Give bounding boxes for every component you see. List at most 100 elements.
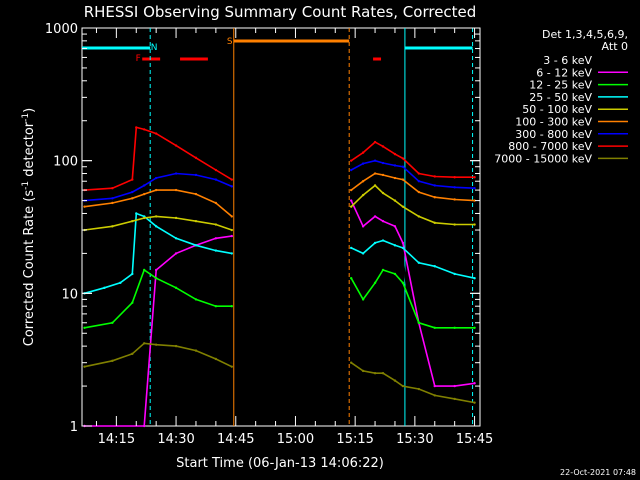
legend-entry-label: 800 - 7000 keV — [508, 140, 592, 153]
series-point — [111, 359, 114, 363]
y-tick-label: 10 — [61, 287, 78, 302]
generation-timestamp: 22-Oct-2021 07:48 — [560, 468, 636, 477]
series-50-100keV — [83, 184, 476, 232]
series-point — [381, 239, 385, 242]
series-point — [417, 180, 421, 183]
series-point — [214, 237, 218, 240]
series-point — [373, 281, 377, 285]
series-point — [230, 185, 233, 188]
y-axis-label-mid: detector — [22, 121, 37, 181]
series-point — [194, 244, 198, 247]
y-axis-label: Corrected Count Rate (s-1 detector-1) — [21, 108, 37, 346]
series-point — [194, 349, 198, 352]
series-point — [214, 178, 218, 181]
series-point — [230, 178, 233, 181]
series-point — [373, 184, 377, 187]
series-point — [417, 387, 421, 391]
series-point — [174, 252, 178, 255]
series-point — [194, 192, 198, 196]
series-point — [194, 156, 198, 160]
series-point — [131, 197, 134, 200]
flag-letter-n: N — [151, 43, 158, 53]
series-point — [143, 342, 146, 345]
series-point — [453, 223, 456, 226]
legend-entry-label: 12 - 25 keV — [529, 79, 592, 92]
series-point — [214, 223, 218, 226]
series-line — [350, 159, 475, 189]
series-point — [453, 272, 456, 276]
series-line — [350, 172, 475, 202]
series-point — [214, 357, 218, 361]
series-point — [174, 188, 178, 192]
series-point — [154, 132, 158, 135]
legend-header-detectors: Det 1,3,4,5,6,9, — [542, 28, 628, 41]
series-point — [381, 191, 385, 195]
series-point — [453, 326, 456, 329]
series-point — [361, 193, 365, 197]
series-point — [453, 176, 456, 179]
legend-entry-label: 100 - 300 keV — [515, 116, 592, 129]
series-point — [154, 215, 158, 218]
y-axis-label-end: ) — [22, 108, 37, 113]
series-point — [473, 277, 476, 280]
series-point — [393, 199, 397, 202]
y-tick-label: 1 — [70, 420, 78, 435]
flag-letter-f: F — [136, 54, 141, 64]
x-axis-label: Start Time (06-Jan-13 14:06:22) — [176, 456, 384, 471]
series-point — [103, 286, 106, 290]
series-point — [349, 188, 353, 192]
series-point — [111, 201, 114, 205]
series-point — [135, 126, 138, 129]
series-point — [83, 205, 86, 208]
series-point — [417, 172, 421, 175]
y-axis-label-sup1: -1 — [21, 181, 31, 190]
legend-entry-label: 300 - 800 keV — [515, 128, 592, 141]
series-point — [214, 304, 218, 308]
series-point — [349, 277, 353, 280]
series-point — [230, 252, 233, 255]
series-point — [194, 298, 198, 301]
series-point — [361, 369, 365, 373]
series-point — [373, 215, 377, 218]
series-point — [174, 237, 178, 240]
axis-layer: 1 10 100 1000 14:15 14:30 14:45 15:00 15:15 15:30… — [45, 22, 493, 447]
x-tick-label: 15:00 — [277, 432, 314, 447]
series-point — [174, 286, 178, 290]
series-point — [361, 162, 365, 165]
legend-entry-label: 3 - 6 keV — [543, 54, 592, 67]
series-point — [349, 199, 353, 202]
series-point — [401, 241, 405, 245]
series-point — [401, 205, 405, 208]
series-point — [111, 225, 114, 228]
series-point — [111, 187, 114, 190]
series-point — [361, 225, 365, 228]
plot-frame — [81, 27, 481, 427]
series-point — [417, 261, 421, 264]
series-point — [393, 225, 397, 228]
series-point — [174, 344, 178, 348]
series-line — [350, 362, 475, 404]
series-point — [361, 252, 365, 255]
series-point — [473, 382, 476, 385]
series-100-300keV — [83, 172, 476, 218]
series-point — [401, 384, 405, 388]
series-point — [373, 241, 377, 245]
series-point — [401, 178, 405, 181]
series-point — [349, 205, 353, 208]
series-point — [154, 277, 158, 280]
series-point — [401, 258, 405, 261]
series-point — [154, 225, 158, 228]
series-point — [131, 178, 134, 181]
series-point — [473, 223, 476, 226]
series-point — [381, 219, 385, 223]
series-point — [230, 215, 233, 218]
series-point — [453, 198, 456, 201]
series-point — [473, 199, 476, 202]
series-point — [349, 159, 353, 162]
series-point — [135, 357, 138, 361]
series-point — [361, 151, 365, 154]
flag-overlay-layer: NF S — [82, 28, 474, 426]
series-point — [349, 361, 353, 364]
series-point — [111, 414, 114, 417]
